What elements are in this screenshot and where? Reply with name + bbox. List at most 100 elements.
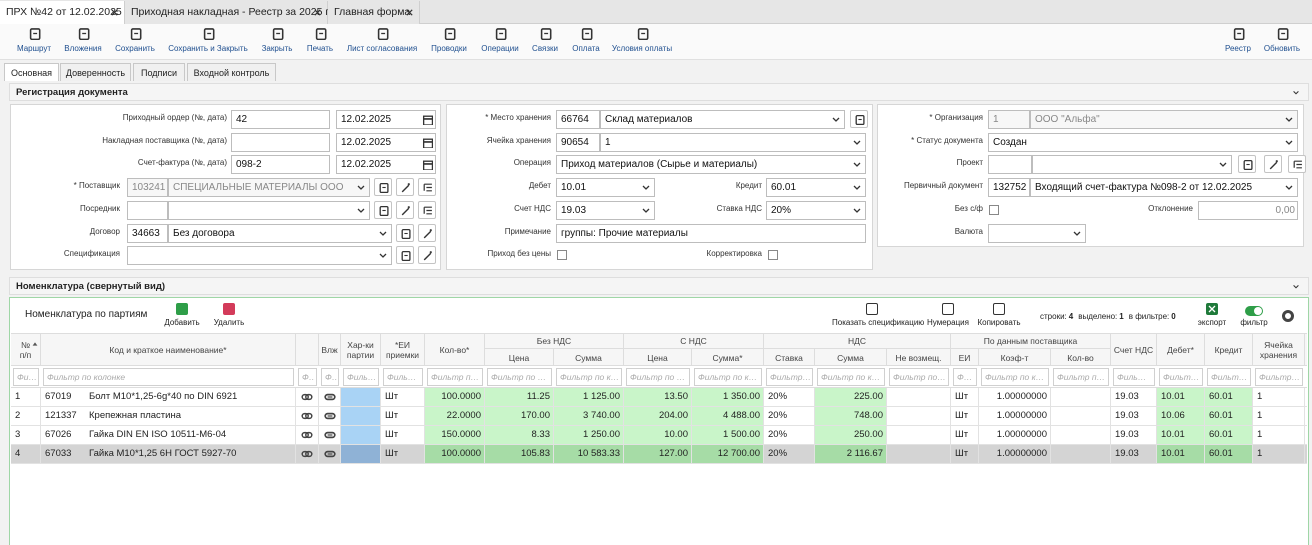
input-field[interactable]: Приход материалов (Сырье и материалы) xyxy=(556,155,866,174)
input-field[interactable]: Без договора xyxy=(168,224,392,243)
field-button[interactable] xyxy=(418,178,436,196)
input-field[interactable]: 34663 xyxy=(127,224,168,243)
input-field[interactable]: 103241 xyxy=(127,178,168,197)
column-filter[interactable]: Фильтр по колонке xyxy=(981,368,1049,386)
column-filter[interactable]: Фильтр по колонке xyxy=(343,368,379,386)
toolbar-button[interactable]: Обновить xyxy=(1232,26,1312,56)
column-header[interactable]: Кол-во* xyxy=(425,334,485,366)
table-row[interactable]: 1 67019 Болт М10*1,25-6g*40 по DIN 6921 Шт 1… xyxy=(11,388,1307,407)
toolbar-button[interactable]: Условия оплаты xyxy=(592,26,692,56)
input-field[interactable]: 19.03 xyxy=(556,201,655,220)
column-filter[interactable]: Фильтр по колонке xyxy=(1159,368,1203,386)
column-filter[interactable]: Фильтр по колонке xyxy=(817,368,885,386)
input-field[interactable]: 90654 xyxy=(556,133,600,152)
input-field[interactable] xyxy=(988,224,1086,243)
column-header[interactable]: Код и краткое наименование* xyxy=(41,334,296,366)
checkbox[interactable] xyxy=(989,205,999,215)
column-header[interactable]: Сумма xyxy=(815,349,887,366)
document-tab[interactable]: ПРХ №42 от 12.02.2025 xyxy=(0,1,125,24)
grid-button[interactable]: Нумерация xyxy=(908,303,988,329)
column-filter[interactable]: Фильтр по колонке xyxy=(298,368,317,386)
toolbar-button[interactable]: Оплата xyxy=(536,26,636,56)
column-header[interactable]: Ячейка хранения xyxy=(1253,334,1305,366)
input-field[interactable] xyxy=(231,133,330,152)
column-header[interactable]: Ставка xyxy=(764,349,815,366)
input-field[interactable]: 098-2 xyxy=(231,155,330,174)
column-header[interactable]: Цена xyxy=(485,349,554,366)
table-row[interactable]: 3 67026 Гайка DIN EN ISO 10511-M6-04 Шт 150.… xyxy=(11,426,1307,445)
input-field[interactable]: 42 xyxy=(231,110,330,129)
input-field[interactable]: Склад материалов xyxy=(600,110,845,129)
column-header[interactable]: Цена xyxy=(624,349,692,366)
input-field[interactable]: 12.02.2025 xyxy=(336,133,436,152)
document-tab[interactable]: Приходная накладная - Реестр за 2025 г. xyxy=(125,1,331,24)
toolbar-button[interactable]: Закрыть xyxy=(227,26,327,56)
column-header[interactable]: Кредит xyxy=(1205,334,1253,366)
column-filter[interactable]: Фильтр по колонке xyxy=(1207,368,1251,386)
column-header[interactable]: № п/п xyxy=(11,334,41,366)
input-field[interactable]: Создан xyxy=(988,133,1298,152)
grid-button[interactable]: экспорт xyxy=(1172,303,1252,329)
table-row[interactable]: 4 67033 Гайка М10*1,25 6H ГОСТ 5927-70 Шт 10… xyxy=(11,445,1307,464)
toolbar-button[interactable]: Связки xyxy=(495,26,595,56)
input-field[interactable]: группы: Прочие материалы xyxy=(556,224,866,243)
settings-button[interactable] xyxy=(1282,310,1294,322)
form-tab[interactable]: Подписи xyxy=(133,63,185,81)
form-tab[interactable]: Входной контроль xyxy=(187,63,276,81)
grid-button[interactable]: Добавить xyxy=(142,303,222,329)
column-filter[interactable]: Фильтр по колонке xyxy=(13,368,39,386)
column-header[interactable]: ЕИ xyxy=(951,349,979,366)
field-button[interactable] xyxy=(1288,155,1306,173)
column-filter[interactable]: Фильтр по колонке xyxy=(321,368,339,386)
column-filter[interactable]: Фильтр по колонке xyxy=(766,368,813,386)
field-button[interactable] xyxy=(374,201,392,219)
toolbar-button[interactable]: Лист согласования xyxy=(332,26,432,56)
column-filter[interactable]: Фильтр по колонке xyxy=(43,368,294,386)
input-field[interactable] xyxy=(127,201,168,220)
column-filter[interactable]: Фильтр по колонке xyxy=(1255,368,1303,386)
input-field[interactable]: 0,00 xyxy=(1198,201,1298,220)
toolbar-button[interactable]: Сохранить и Закрыть xyxy=(158,26,258,56)
grid-button[interactable]: Удалить xyxy=(189,303,269,329)
column-header[interactable]: Коэф-т xyxy=(979,349,1051,366)
input-field[interactable]: 10.01 xyxy=(556,178,655,197)
column-header[interactable]: Счет НДС xyxy=(1111,334,1157,366)
form-tab[interactable]: Доверенность xyxy=(60,63,131,81)
input-field[interactable]: 132752 xyxy=(988,178,1030,197)
input-field[interactable]: СПЕЦИАЛЬНЫЕ МАТЕРИАЛЫ ООО xyxy=(168,178,370,197)
field-button[interactable] xyxy=(374,178,392,196)
column-filter[interactable]: Фильтр по колонке xyxy=(556,368,622,386)
input-field[interactable]: ООО "Альфа" xyxy=(1030,110,1298,129)
column-filter[interactable]: Фильтр по колонке xyxy=(953,368,977,386)
input-field[interactable] xyxy=(168,201,370,220)
input-field[interactable]: 12.02.2025 xyxy=(336,110,436,129)
column-filter[interactable]: Фильтр по колонке xyxy=(626,368,690,386)
toolbar-button[interactable]: Операции xyxy=(450,26,550,56)
input-field[interactable]: 12.02.2025 xyxy=(336,155,436,174)
input-field[interactable]: Входящий счет-фактура №098-2 от 12.02.20… xyxy=(1030,178,1298,197)
input-field[interactable] xyxy=(988,155,1032,174)
toolbar-button[interactable]: Проводки xyxy=(399,26,499,56)
column-header[interactable]: *ЕИ приемки xyxy=(381,334,425,366)
field-button[interactable] xyxy=(396,224,414,242)
column-header[interactable]: Сумма* xyxy=(692,349,764,366)
column-filter[interactable]: Фильтр по колонке xyxy=(889,368,949,386)
column-header[interactable]: Сумма xyxy=(554,349,624,366)
column-header[interactable]: Хар-ки партии xyxy=(341,334,381,366)
field-button[interactable] xyxy=(396,246,414,264)
column-filter[interactable]: Фильтр по колонке xyxy=(383,368,423,386)
column-header[interactable]: Не возмещ. xyxy=(887,349,951,366)
input-field[interactable] xyxy=(1032,155,1232,174)
input-field[interactable]: 60.01 xyxy=(766,178,866,197)
column-filter[interactable]: Фильтр по колонке xyxy=(1053,368,1109,386)
field-button[interactable] xyxy=(418,246,436,264)
input-field[interactable]: 1 xyxy=(988,110,1030,129)
field-button[interactable] xyxy=(850,110,868,128)
table-row[interactable]: 2 121337 Крепежная пластина Шт 22.0000 170.00… xyxy=(11,407,1307,426)
toolbar-button[interactable]: Печать xyxy=(270,26,370,56)
column-header[interactable]: Дебет* xyxy=(1157,334,1205,366)
input-field[interactable]: 66764 xyxy=(556,110,600,129)
column-filter[interactable]: Фильтр по колонке xyxy=(694,368,762,386)
column-filter[interactable]: Фильтр по колонке xyxy=(1113,368,1155,386)
field-button[interactable] xyxy=(396,201,414,219)
